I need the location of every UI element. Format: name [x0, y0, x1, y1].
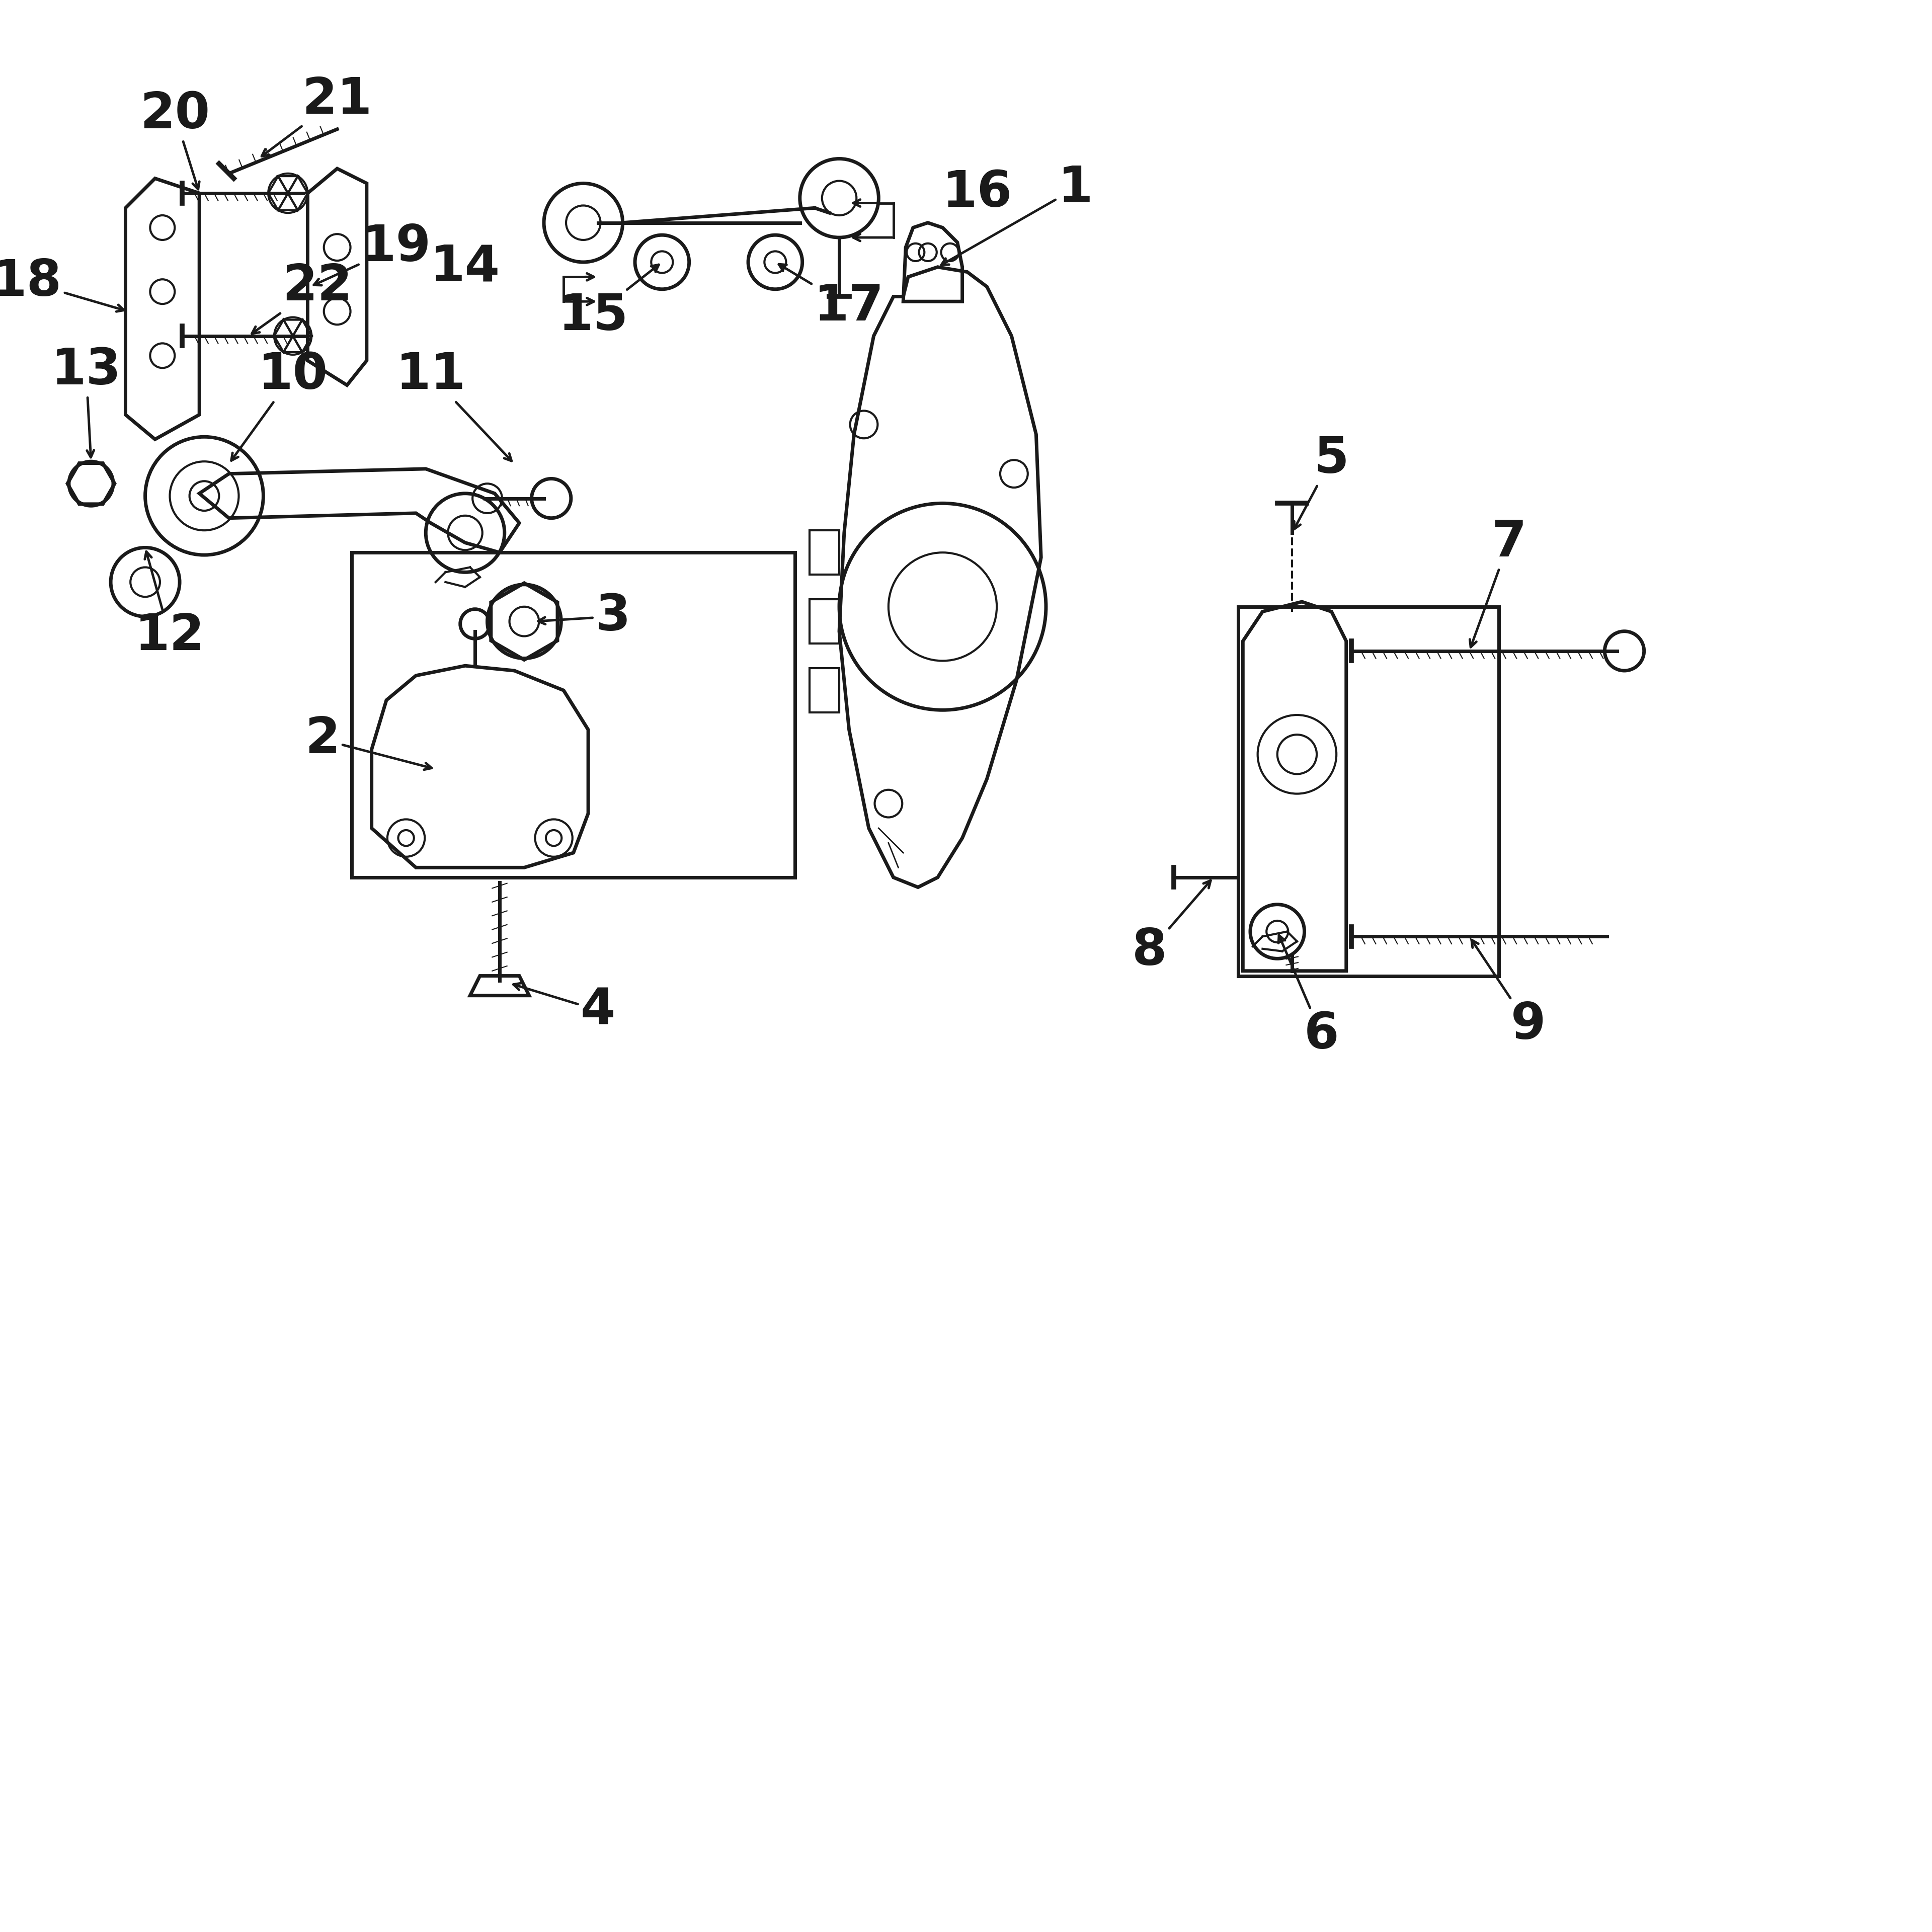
Text: 18: 18: [0, 257, 124, 311]
Text: 22: 22: [251, 263, 352, 334]
Text: 19: 19: [313, 222, 431, 286]
Bar: [352, 553, 794, 877]
Text: 11: 11: [396, 352, 512, 462]
Bar: [1238, 607, 1499, 976]
Text: 16: 16: [943, 168, 1012, 218]
Text: 2: 2: [305, 715, 431, 769]
Text: 8: 8: [1132, 881, 1211, 976]
Text: 21: 21: [261, 75, 373, 156]
Text: 14: 14: [431, 243, 500, 292]
Text: 15: 15: [558, 265, 659, 340]
Text: 6: 6: [1279, 935, 1339, 1059]
Text: 9: 9: [1472, 939, 1546, 1049]
Text: 17: 17: [779, 265, 885, 330]
Text: 20: 20: [139, 91, 211, 189]
Text: 10: 10: [232, 352, 328, 460]
Text: 1: 1: [941, 164, 1094, 265]
Text: 12: 12: [135, 551, 205, 661]
Text: 13: 13: [50, 346, 122, 458]
Text: 3: 3: [539, 591, 630, 641]
Text: 7: 7: [1470, 518, 1526, 647]
Text: 4: 4: [514, 983, 616, 1036]
Text: 5: 5: [1294, 435, 1349, 529]
